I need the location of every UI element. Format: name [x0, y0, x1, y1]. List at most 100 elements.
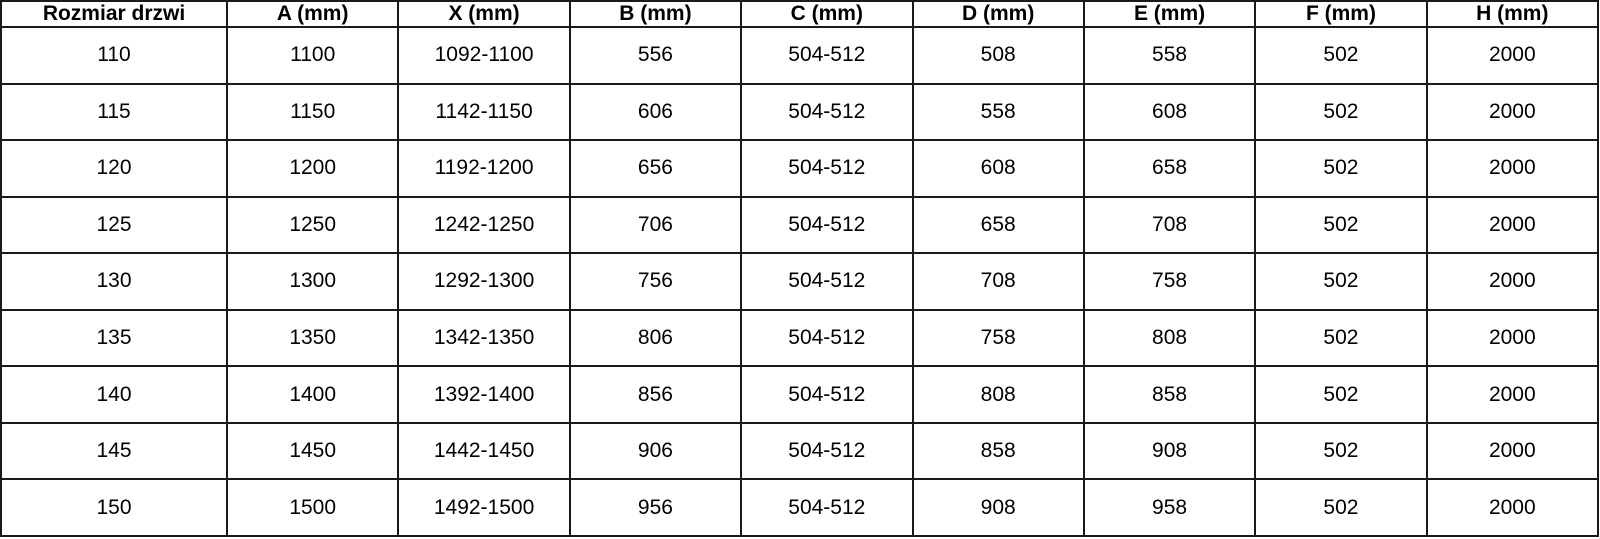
- table-cell: 756: [568, 252, 743, 311]
- table-cell: 858: [1082, 365, 1257, 424]
- column-header: H (mm): [1425, 0, 1600, 28]
- table-row: 150 1500 1492-1500 956 504-512 908 958 502 2000: [0, 478, 1600, 537]
- table-cell: 958: [1082, 478, 1257, 537]
- table-cell: 120: [0, 139, 228, 198]
- table-cell: 125: [0, 195, 228, 255]
- table-cell: 558: [1082, 26, 1257, 85]
- table-cell: 1142-1150: [397, 82, 571, 142]
- table-cell: 1250: [225, 195, 400, 255]
- header-row: Rozmiar drzwi A (mm) X (mm) B (mm) C (mm) D (…: [0, 0, 1600, 28]
- table-cell: 2000: [1425, 139, 1600, 198]
- table-cell: 1242-1250: [397, 195, 571, 255]
- table-cell: 502: [1254, 308, 1428, 368]
- table-cell: 808: [1082, 308, 1257, 368]
- table-row: 140 1400 1392-1400 856 504-512 808 858 502 2000: [0, 365, 1600, 424]
- table-row: 115 1150 1142-1150 606 504-512 558 608 502 2000: [0, 82, 1600, 142]
- table-cell: 708: [911, 252, 1085, 311]
- table-cell: 2000: [1425, 82, 1600, 142]
- table-cell: 502: [1254, 139, 1428, 198]
- table-cell: 1450: [225, 421, 400, 481]
- table-cell: 2000: [1425, 195, 1600, 255]
- table-cell: 656: [568, 139, 743, 198]
- table-cell: 1192-1200: [397, 139, 571, 198]
- table-cell: 2000: [1425, 365, 1600, 424]
- table-cell: 858: [911, 421, 1085, 481]
- table-cell: 758: [1082, 252, 1257, 311]
- table-row: 125 1250 1242-1250 706 504-512 658 708 502 2000: [0, 195, 1600, 255]
- column-header: F (mm): [1254, 0, 1428, 28]
- table-cell: 908: [911, 478, 1085, 537]
- table-cell: 1100: [225, 26, 400, 85]
- table-cell: 2000: [1425, 478, 1600, 537]
- table-cell: 508: [911, 26, 1085, 85]
- table-cell: 556: [568, 26, 743, 85]
- table-cell: 145: [0, 421, 228, 481]
- table-cell: 1442-1450: [397, 421, 571, 481]
- table-cell: 758: [911, 308, 1085, 368]
- table-cell: 504-512: [740, 308, 914, 368]
- table-row: 110 1100 1092-1100 556 504-512 508 558 502 2000: [0, 26, 1600, 85]
- table-cell: 502: [1254, 478, 1428, 537]
- table-cell: 504-512: [740, 252, 914, 311]
- table-cell: 1492-1500: [397, 478, 571, 537]
- column-header: D (mm): [911, 0, 1085, 28]
- table-cell: 502: [1254, 421, 1428, 481]
- table-cell: 504-512: [740, 195, 914, 255]
- table-cell: 2000: [1425, 26, 1600, 85]
- table-row: 120 1200 1192-1200 656 504-512 608 658 502 2000: [0, 139, 1600, 198]
- table-cell: 1400: [225, 365, 400, 424]
- table-cell: 908: [1082, 421, 1257, 481]
- table-cell: 2000: [1425, 421, 1600, 481]
- column-header: C (mm): [740, 0, 914, 28]
- table-cell: 708: [1082, 195, 1257, 255]
- table-cell: 658: [911, 195, 1085, 255]
- table-cell: 504-512: [740, 139, 914, 198]
- table-cell: 115: [0, 82, 228, 142]
- table-cell: 906: [568, 421, 743, 481]
- table-cell: 504-512: [740, 478, 914, 537]
- table-cell: 956: [568, 478, 743, 537]
- table-cell: 856: [568, 365, 743, 424]
- table-cell: 502: [1254, 252, 1428, 311]
- table-cell: 1292-1300: [397, 252, 571, 311]
- table-cell: 504-512: [740, 365, 914, 424]
- column-header: X (mm): [397, 0, 571, 28]
- table-cell: 502: [1254, 26, 1428, 85]
- column-header: Rozmiar drzwi: [0, 0, 228, 28]
- table-cell: 130: [0, 252, 228, 311]
- column-header: A (mm): [225, 0, 400, 28]
- table-cell: 150: [0, 478, 228, 537]
- table-cell: 606: [568, 82, 743, 142]
- table-row: 135 1350 1342-1350 806 504-512 758 808 502 2000: [0, 308, 1600, 368]
- table-cell: 1150: [225, 82, 400, 142]
- column-header: E (mm): [1082, 0, 1257, 28]
- table-cell: 706: [568, 195, 743, 255]
- table-cell: 504-512: [740, 82, 914, 142]
- table-row: 145 1450 1442-1450 906 504-512 858 908 502 2000: [0, 421, 1600, 481]
- table-cell: 504-512: [740, 421, 914, 481]
- column-header: B (mm): [568, 0, 743, 28]
- table-cell: 558: [911, 82, 1085, 142]
- table-cell: 110: [0, 26, 228, 85]
- table-cell: 504-512: [740, 26, 914, 85]
- table-cell: 658: [1082, 139, 1257, 198]
- table-cell: 135: [0, 308, 228, 368]
- table-cell: 1350: [225, 308, 400, 368]
- table-cell: 1200: [225, 139, 400, 198]
- table-cell: 2000: [1425, 308, 1600, 368]
- table-cell: 1392-1400: [397, 365, 571, 424]
- table-cell: 1092-1100: [397, 26, 571, 85]
- table-cell: 1300: [225, 252, 400, 311]
- table-cell: 502: [1254, 365, 1428, 424]
- table-cell: 608: [911, 139, 1085, 198]
- table-cell: 140: [0, 365, 228, 424]
- table-row: 130 1300 1292-1300 756 504-512 708 758 502 2000: [0, 252, 1600, 311]
- table-cell: 502: [1254, 82, 1428, 142]
- table-cell: 2000: [1425, 252, 1600, 311]
- table-cell: 1500: [225, 478, 400, 537]
- table-cell: 608: [1082, 82, 1257, 142]
- table-cell: 502: [1254, 195, 1428, 255]
- table-cell: 806: [568, 308, 743, 368]
- table-cell: 808: [911, 365, 1085, 424]
